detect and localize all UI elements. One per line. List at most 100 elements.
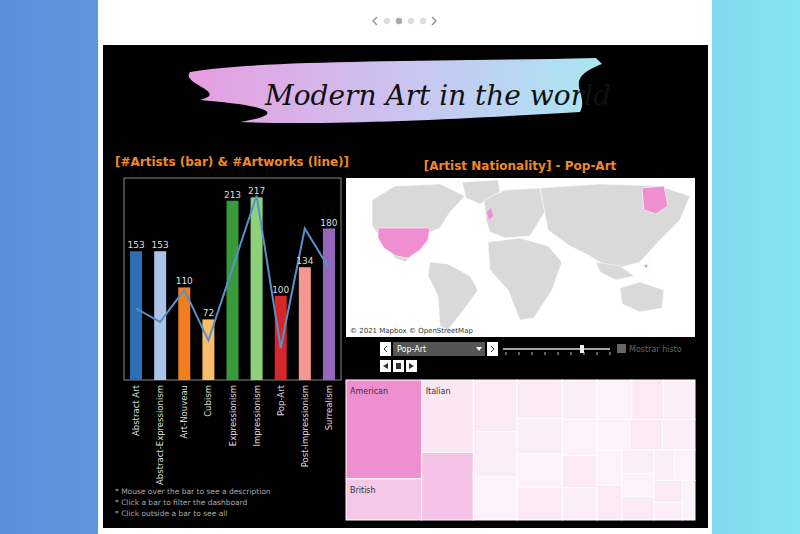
dashboard-bg [103,45,708,528]
bar[interactable] [227,201,239,380]
dropdown-value: Pop-Art [397,345,426,354]
bar[interactable] [275,296,287,380]
treemap-cell[interactable] [682,480,695,520]
bar[interactable] [323,229,335,381]
treemap-cell[interactable] [597,450,622,485]
treemap-label: British [350,486,376,495]
playback-button[interactable] [393,360,404,372]
treemap-cell[interactable] [517,454,562,487]
bar[interactable] [299,267,311,380]
treemap-cell[interactable] [517,418,562,454]
land [540,184,690,270]
highlighted-country [642,186,668,214]
playback-button[interactable] [380,360,391,372]
data-label: 217 [248,186,265,196]
bar[interactable] [178,287,190,380]
slider-tick [597,352,598,355]
carousel-dot[interactable] [408,18,414,24]
treemap-cell[interactable] [597,419,630,450]
treemap-cell[interactable] [562,380,597,419]
treemap-cell[interactable] [422,452,474,520]
treemap [346,380,695,520]
treemap-cell[interactable] [675,450,695,480]
icon [384,346,387,352]
note: * Click outside a bar to see all [115,509,227,518]
treemap-bg [346,380,695,520]
treemap-cell[interactable] [597,380,632,419]
marks [130,196,335,380]
treemap-cell[interactable] [630,419,663,450]
checkbox-label: Mostrar histo [629,345,682,354]
data-label: 110 [176,276,193,286]
slider-tick [558,352,559,355]
carousel-dot[interactable] [384,18,390,24]
treemap-cell[interactable] [654,450,674,480]
treemap-cell[interactable] [622,473,654,496]
plot-frame [124,178,341,380]
highlighted-country [378,228,430,258]
data-label: 153 [152,240,169,250]
labels: 15315311072213217100134180Abstract ArtAb… [127,186,337,485]
treemap-cell[interactable] [622,450,654,473]
land [484,188,545,238]
slider-tick [506,352,507,355]
carousel-dot[interactable] [396,18,402,24]
icon [409,363,414,369]
treemap-cell[interactable] [422,380,474,452]
next-button[interactable] [487,342,498,356]
land [372,184,465,262]
land [596,262,634,280]
slider-knob[interactable] [580,345,584,353]
highlighted-country [487,208,493,220]
treemap-cell[interactable] [473,431,517,477]
treemap-cell[interactable] [622,497,654,520]
slider-track [503,348,610,350]
x-tick-label: Art-Nouveau [179,385,189,439]
treemap-label: American [350,387,388,396]
dropdown[interactable] [393,342,485,356]
data-label: 213 [224,190,241,200]
carousel-prev[interactable] [373,17,377,25]
treemap-cell[interactable] [654,502,682,520]
treemap-cell[interactable] [346,479,422,520]
treemap-cell[interactable] [632,380,664,419]
treemap-cell[interactable] [346,380,422,479]
treemap-label: Italian [426,387,451,396]
data-label: 153 [127,240,144,250]
treemap-cell[interactable] [517,487,562,520]
carousel-next[interactable] [432,17,436,25]
chart-title: [#Artists (bar) & #Artworks (line)] [115,155,349,169]
treemap-cell[interactable] [663,380,695,419]
x-tick-label: Impressionism [252,385,262,447]
data-label: 180 [320,218,337,228]
carousel-dot[interactable] [420,18,426,24]
slider-tick [519,352,520,355]
land [488,238,562,320]
treemap-cell[interactable] [654,480,682,502]
icon [396,363,401,369]
carousel [373,17,436,25]
treemap-cell[interactable] [562,455,597,487]
data-label: 72 [203,308,214,318]
map-credit: © 2021 Mapbox © OpenStreetMap [350,327,473,335]
data-label: 100 [272,285,289,295]
x-tick-label: Post-impressionism [300,385,310,467]
treemap-cell[interactable] [562,488,597,520]
treemap-cell[interactable] [473,477,517,520]
highlighted-country [645,265,648,268]
prev-button[interactable] [380,342,391,356]
slider-tick [532,352,533,355]
line [136,196,329,348]
treemap-cell[interactable] [597,485,622,520]
treemap-cell[interactable] [517,380,562,418]
treemap-cell[interactable] [473,380,517,431]
slider-tick [610,352,611,355]
icon [383,363,388,369]
card [98,0,712,534]
bar[interactable] [130,251,142,380]
map-title: [Artist Nationality] - Pop-Art [424,159,617,173]
treemap-cell[interactable] [662,419,695,450]
treemap-cell[interactable] [562,419,597,455]
playback-button[interactable] [406,360,417,372]
checkbox[interactable] [617,344,626,353]
